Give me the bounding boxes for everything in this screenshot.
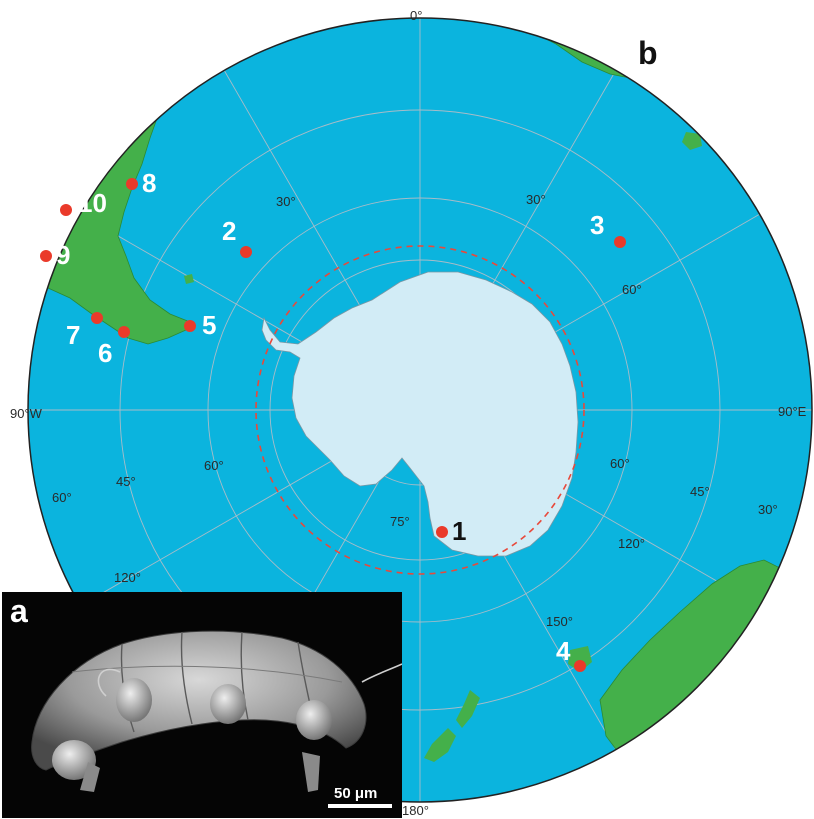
site-8: 8 — [126, 168, 156, 198]
sampling-sites: 1 2 3 4 5 6 7 8 — [40, 168, 626, 672]
site-2-marker — [240, 246, 252, 258]
lat-label-60-right: 60° — [610, 456, 630, 471]
site-1-label: 1 — [452, 516, 466, 546]
lat-label-45-left: 45° — [116, 474, 136, 489]
inset-panel-a: 50 μm a — [2, 592, 402, 818]
lat-label-30-left: 60° — [52, 490, 72, 505]
lon-label-90w: 90°W — [10, 406, 43, 421]
lon-label-120e: 120° — [618, 536, 645, 551]
site-9: 9 — [40, 240, 70, 270]
site-1-marker — [436, 526, 448, 538]
tardigrade-leg-3 — [210, 684, 246, 724]
site-4-marker — [574, 660, 586, 672]
lon-label-0: 0° — [410, 8, 422, 23]
lon-label-90e: 90°E — [778, 404, 807, 419]
site-10-label: 10 — [78, 188, 107, 218]
tardigrade-leg-4 — [296, 700, 332, 740]
site-4: 4 — [556, 636, 586, 672]
madagascar — [682, 132, 702, 150]
tardigrade-leg-1 — [52, 740, 96, 780]
site-9-marker — [40, 250, 52, 262]
scale-bar — [328, 804, 392, 808]
antarctica — [261, 271, 579, 557]
site-2: 2 — [222, 216, 252, 258]
new-zealand-north — [456, 690, 480, 728]
site-6: 6 — [98, 326, 130, 368]
lat-label-60-left: 60° — [204, 458, 224, 473]
lon-label-180: 180° — [402, 803, 429, 818]
tardigrade-image: 50 μm a — [2, 592, 402, 818]
degree-labels: 0° 30° 60° 90°E 120° 150° 180° 120° 90°W… — [10, 8, 807, 818]
site-5-label: 5 — [202, 310, 216, 340]
site-9-label: 9 — [56, 240, 70, 270]
site-3-marker — [614, 236, 626, 248]
site-8-marker — [126, 178, 138, 190]
dashed-boundary-circle — [255, 245, 585, 575]
site-6-label: 6 — [98, 338, 112, 368]
site-3: 3 — [590, 210, 626, 248]
site-2-label: 2 — [222, 216, 236, 246]
lat-label-75: 75° — [390, 514, 410, 529]
site-7-label: 7 — [66, 320, 80, 350]
lat-label-30-right: 30° — [758, 502, 778, 517]
site-4-label: 4 — [556, 636, 571, 666]
site-5: 5 — [184, 310, 216, 340]
falkland-islands — [184, 274, 194, 284]
site-10: 10 — [60, 188, 107, 218]
lat-label-30-w: 30° — [276, 194, 296, 209]
site-7-marker — [91, 312, 103, 324]
site-1: 1 — [436, 516, 466, 546]
site-5-marker — [184, 320, 196, 332]
site-10-marker — [60, 204, 72, 216]
panel-b-label: b — [638, 35, 658, 71]
lon-label-120w: 120° — [114, 570, 141, 585]
scale-bar-label: 50 μm — [334, 785, 377, 802]
site-8-label: 8 — [142, 168, 156, 198]
new-zealand-south — [424, 728, 456, 762]
lon-label-150: 150° — [546, 614, 573, 629]
lon-label-30e: 30° — [526, 192, 546, 207]
tasmania — [568, 646, 592, 672]
tardigrade-leg-2 — [116, 678, 152, 722]
site-7: 7 — [66, 312, 103, 350]
lon-label-60e: 60° — [622, 282, 642, 297]
site-6-marker — [118, 326, 130, 338]
panel-a-label: a — [10, 593, 28, 629]
lat-label-45-right: 45° — [690, 484, 710, 499]
site-3-label: 3 — [590, 210, 604, 240]
